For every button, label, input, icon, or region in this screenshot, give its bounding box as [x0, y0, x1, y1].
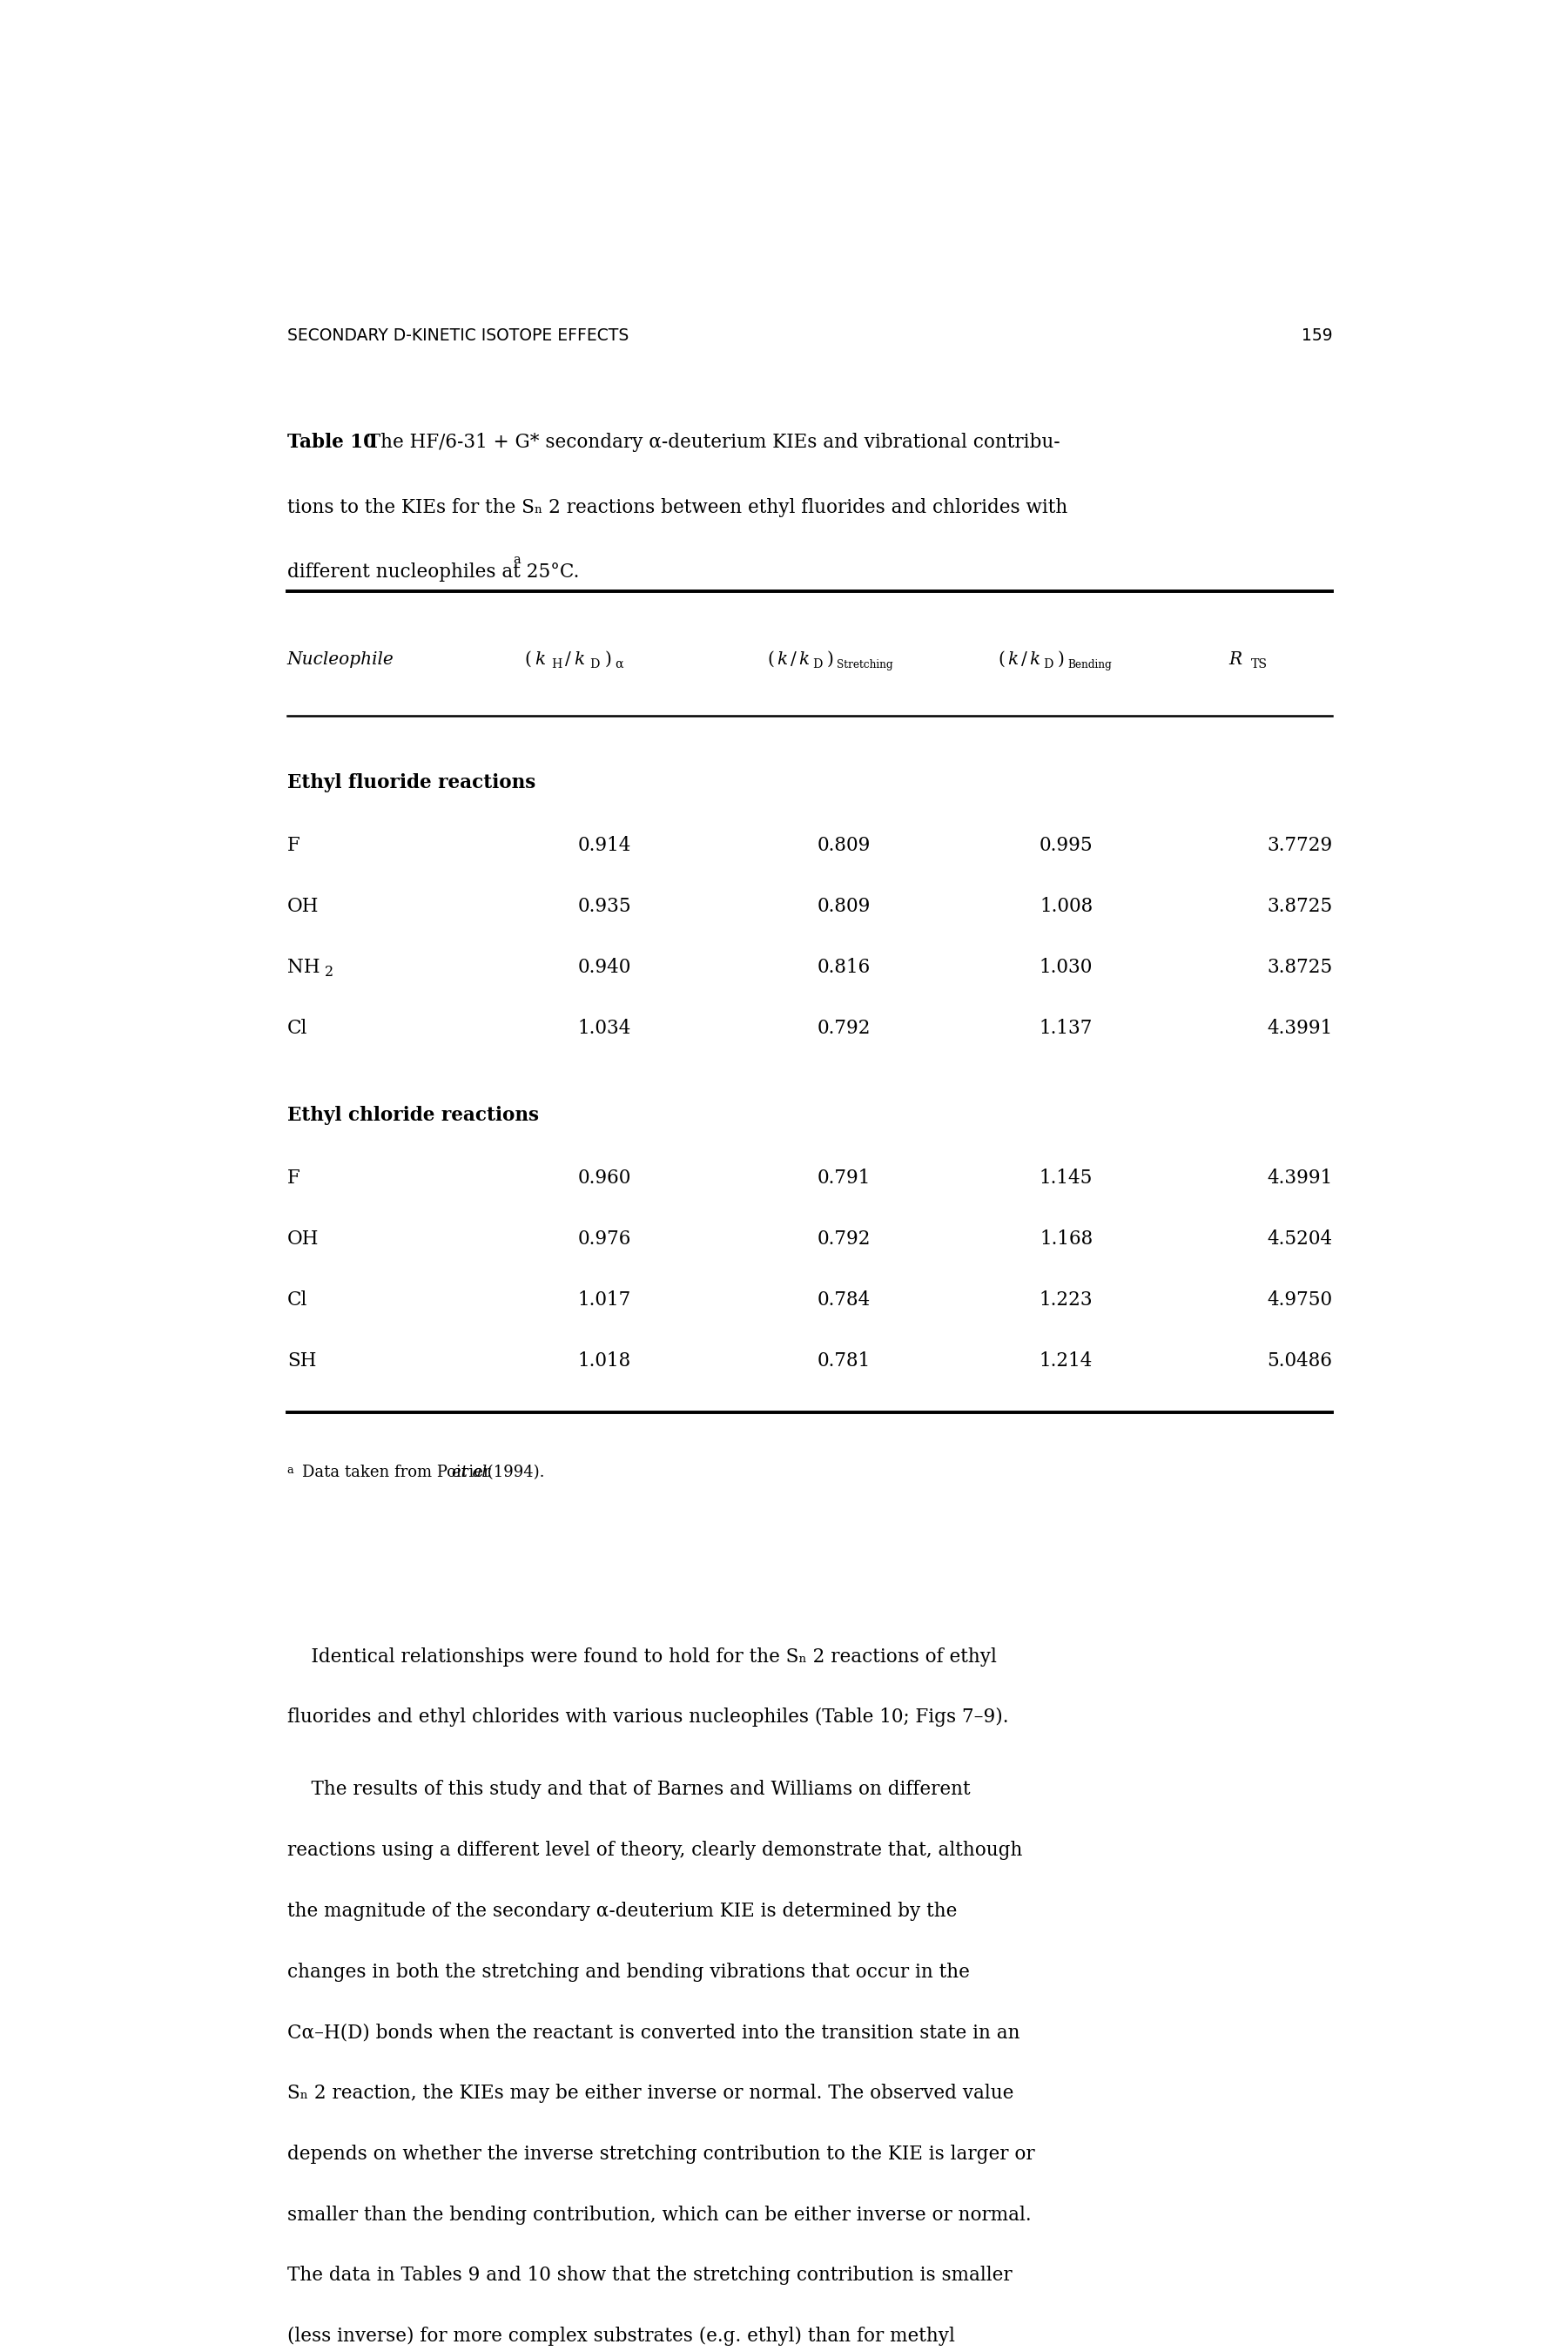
- Text: 0.995: 0.995: [1040, 837, 1093, 856]
- Text: (1994).: (1994).: [483, 1465, 546, 1481]
- Text: k: k: [1030, 651, 1040, 668]
- Text: Cα–H(D) bonds when the reactant is converted into the transition state in an: Cα–H(D) bonds when the reactant is conve…: [287, 2024, 1019, 2043]
- Text: 1.214: 1.214: [1040, 1352, 1093, 1371]
- Text: fluorides and ethyl chlorides with various nucleophiles (Table 10; Figs 7–9).: fluorides and ethyl chlorides with vario…: [287, 1707, 1008, 1728]
- Text: k: k: [535, 651, 546, 668]
- Text: 4.5204: 4.5204: [1267, 1230, 1333, 1248]
- Text: SH: SH: [287, 1352, 317, 1371]
- Text: 4.9750: 4.9750: [1267, 1291, 1333, 1310]
- Text: F: F: [287, 1168, 299, 1187]
- Text: R: R: [1229, 651, 1242, 668]
- Text: Ethyl chloride reactions: Ethyl chloride reactions: [287, 1105, 539, 1126]
- Text: et al.: et al.: [452, 1465, 492, 1481]
- Text: α: α: [615, 658, 624, 670]
- Text: 1.145: 1.145: [1040, 1168, 1093, 1187]
- Text: 0.816: 0.816: [817, 957, 870, 978]
- Text: 5.0486: 5.0486: [1267, 1352, 1333, 1371]
- Text: Ethyl fluoride reactions: Ethyl fluoride reactions: [287, 773, 536, 792]
- Text: reactions using a different level of theory, clearly demonstrate that, although: reactions using a different level of the…: [287, 1841, 1022, 1860]
- Text: smaller than the bending contribution, which can be either inverse or normal.: smaller than the bending contribution, w…: [287, 2205, 1032, 2224]
- Text: 159: 159: [1301, 327, 1333, 343]
- Text: 3.8725: 3.8725: [1267, 957, 1333, 978]
- Text: 0.940: 0.940: [577, 957, 630, 978]
- Text: TS: TS: [1251, 658, 1267, 670]
- Text: (: (: [767, 651, 775, 668]
- Text: 0.914: 0.914: [577, 837, 630, 856]
- Text: Identical relationships were found to hold for the Sₙ 2 reactions of ethyl: Identical relationships were found to ho…: [287, 1648, 997, 1667]
- Text: /: /: [790, 651, 797, 668]
- Text: 0.809: 0.809: [817, 896, 870, 917]
- Text: Cl: Cl: [287, 1018, 307, 1037]
- Text: 1.030: 1.030: [1040, 957, 1093, 978]
- Text: 0.791: 0.791: [817, 1168, 870, 1187]
- Text: tions to the KIEs for the Sₙ 2 reactions between ethyl fluorides and chlorides w: tions to the KIEs for the Sₙ 2 reactions…: [287, 498, 1068, 517]
- Text: a: a: [287, 1465, 293, 1476]
- Text: 0.976: 0.976: [577, 1230, 630, 1248]
- Text: Cl: Cl: [287, 1291, 307, 1310]
- Text: 1.017: 1.017: [577, 1291, 630, 1310]
- Text: ): ): [826, 651, 834, 668]
- Text: D: D: [1043, 658, 1054, 670]
- Text: depends on whether the inverse stretching contribution to the KIE is larger or: depends on whether the inverse stretchin…: [287, 2144, 1035, 2163]
- Text: 1.034: 1.034: [577, 1018, 630, 1037]
- Text: 0.792: 0.792: [817, 1230, 870, 1248]
- Text: 1.008: 1.008: [1040, 896, 1093, 917]
- Text: /: /: [566, 651, 571, 668]
- Text: the magnitude of the secondary α-deuterium KIE is determined by the: the magnitude of the secondary α-deuteri…: [287, 1902, 956, 1921]
- Text: k: k: [776, 651, 787, 668]
- Text: 1.168: 1.168: [1040, 1230, 1093, 1248]
- Text: k: k: [798, 651, 809, 668]
- Text: 0.781: 0.781: [817, 1352, 870, 1371]
- Text: 1.137: 1.137: [1040, 1018, 1093, 1037]
- Text: ): ): [1057, 651, 1065, 668]
- Text: /: /: [1021, 651, 1027, 668]
- Text: ): ): [604, 651, 612, 668]
- Text: OH: OH: [287, 1230, 318, 1248]
- Text: a: a: [513, 552, 521, 567]
- Text: OH: OH: [287, 896, 318, 917]
- Text: 4.3991: 4.3991: [1267, 1168, 1333, 1187]
- Text: Bending: Bending: [1068, 658, 1112, 670]
- Text: different nucleophiles at 25°C.: different nucleophiles at 25°C.: [287, 562, 579, 581]
- Text: Nucleophile: Nucleophile: [287, 651, 394, 668]
- Text: NH: NH: [287, 957, 320, 978]
- Text: SECONDARY D-KINETIC ISOTOPE EFFECTS: SECONDARY D-KINETIC ISOTOPE EFFECTS: [287, 327, 629, 343]
- Text: The HF/6-31 + G* secondary α-deuterium KIEs and vibrational contribu-: The HF/6-31 + G* secondary α-deuterium K…: [356, 433, 1060, 451]
- Text: (less inverse) for more complex substrates (e.g. ethyl) than for methyl: (less inverse) for more complex substrat…: [287, 2327, 955, 2346]
- Text: F: F: [287, 837, 299, 856]
- Text: Sₙ 2 reaction, the KIEs may be either inverse or normal. The observed value: Sₙ 2 reaction, the KIEs may be either in…: [287, 2083, 1013, 2102]
- Text: (: (: [997, 651, 1005, 668]
- Text: Table 10: Table 10: [287, 433, 376, 451]
- Text: changes in both the stretching and bending vibrations that occur in the: changes in both the stretching and bendi…: [287, 1963, 969, 1982]
- Text: (: (: [524, 651, 532, 668]
- Text: 0.960: 0.960: [577, 1168, 630, 1187]
- Text: D: D: [812, 658, 822, 670]
- Text: H: H: [550, 658, 561, 670]
- Text: 0.935: 0.935: [577, 896, 630, 917]
- Text: The results of this study and that of Barnes and Williams on different: The results of this study and that of Ba…: [287, 1780, 971, 1799]
- Text: Stretching: Stretching: [836, 658, 892, 670]
- Text: 4.3991: 4.3991: [1267, 1018, 1333, 1037]
- Text: 0.784: 0.784: [817, 1291, 870, 1310]
- Text: 0.809: 0.809: [817, 837, 870, 856]
- Text: 1.223: 1.223: [1040, 1291, 1093, 1310]
- Text: The data in Tables 9 and 10 show that the stretching contribution is smaller: The data in Tables 9 and 10 show that th…: [287, 2266, 1011, 2285]
- Text: 3.8725: 3.8725: [1267, 896, 1333, 917]
- Text: k: k: [574, 651, 585, 668]
- Text: 3.7729: 3.7729: [1267, 837, 1333, 856]
- Text: Data taken from Poirier: Data taken from Poirier: [301, 1465, 495, 1481]
- Text: 2: 2: [325, 964, 334, 980]
- Text: k: k: [1008, 651, 1019, 668]
- Text: 1.018: 1.018: [577, 1352, 630, 1371]
- Text: D: D: [590, 658, 599, 670]
- Text: 0.792: 0.792: [817, 1018, 870, 1037]
